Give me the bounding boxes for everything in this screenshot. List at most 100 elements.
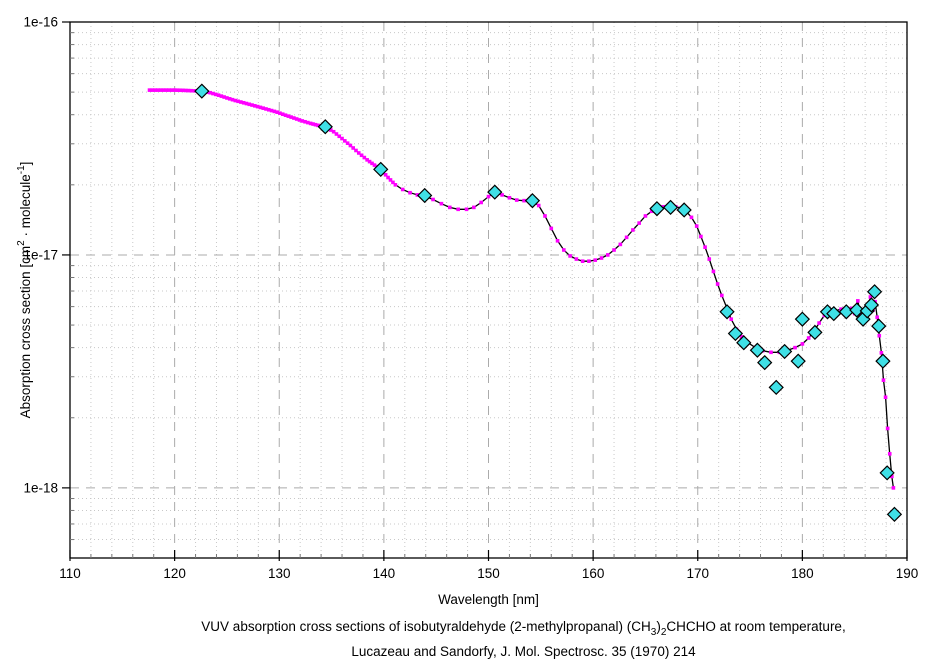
dense-data-marker	[711, 269, 716, 274]
dense-data-marker	[272, 109, 277, 114]
diamond-marker	[727, 325, 744, 342]
diamond-marker	[871, 318, 887, 334]
dense-data-marker	[208, 90, 212, 95]
dense-data-marker	[306, 120, 310, 125]
dense-data-marker	[707, 257, 712, 261]
caption-subscript: 3	[650, 627, 657, 638]
dense-data-marker	[269, 108, 274, 113]
dense-data-marker	[568, 254, 572, 258]
diamond-marker	[736, 335, 752, 351]
x-tick-label: 190	[896, 566, 919, 581]
dense-data-marker	[890, 474, 894, 479]
dense-data-marker	[624, 235, 629, 240]
diamond-marker	[790, 353, 806, 369]
dense-data-marker	[839, 307, 843, 311]
dense-data-marker	[703, 245, 707, 249]
dense-data-marker	[447, 205, 452, 210]
x-tick-label: 110	[59, 566, 81, 581]
dense-data-marker	[239, 100, 243, 104]
dense-data-marker	[308, 121, 313, 126]
dense-data-marker	[739, 335, 744, 339]
dense-data-marker	[158, 88, 163, 92]
dense-data-marker	[856, 299, 860, 303]
dense-data-marker	[230, 97, 235, 102]
dense-data-marker	[303, 119, 307, 124]
caption-text: Lucazeau and Sandorfy, J. Mol. Spectrosc…	[351, 644, 696, 659]
dense-data-marker	[514, 198, 519, 202]
dense-data-marker	[283, 113, 288, 118]
dense-data-marker	[153, 88, 157, 92]
dense-data-marker	[164, 88, 169, 92]
dense-data-marker	[337, 134, 342, 139]
dense-data-marker	[415, 193, 420, 197]
dense-data-marker	[370, 161, 374, 166]
dense-data-marker	[372, 163, 377, 167]
dense-data-marker	[264, 107, 268, 111]
dense-data-marker	[769, 350, 773, 355]
diamond-marker	[373, 161, 389, 178]
dense-data-marker	[278, 111, 282, 115]
spectrum-chart: 110 120 130 140 150 160 170 180 190 1e-16 1e-17 1e-…	[16, 15, 919, 608]
dense-data-marker	[329, 128, 333, 132]
dense-data-marker	[694, 224, 699, 228]
dense-data-marker	[258, 105, 263, 110]
diamond-marker	[194, 83, 210, 99]
dense-data-marker	[331, 129, 336, 134]
dense-data-marker	[167, 88, 171, 92]
dense-data-marker	[345, 141, 350, 145]
x-tick-label: 130	[268, 566, 291, 581]
dense-data-marker	[316, 123, 320, 128]
x-tick-label: 120	[163, 566, 186, 581]
dense-data-marker	[612, 248, 616, 252]
x-tick-label: 160	[582, 566, 605, 581]
dense-data-marker	[574, 257, 579, 261]
diamond-marker	[757, 354, 773, 371]
caption-text: CHCHO at room temperature,	[666, 619, 846, 634]
dense-data-marker	[879, 351, 884, 355]
dense-data-marker	[580, 259, 585, 263]
diamond-marker	[662, 199, 679, 216]
y-axis-title-part: Absorption cross section [cm	[18, 246, 33, 419]
dense-data-marker	[881, 378, 886, 382]
dense-data-marker	[720, 293, 724, 298]
caption-line-2: Lucazeau and Sandorfy, J. Mol. Spectrosc…	[112, 639, 935, 664]
x-tick-label: 180	[791, 566, 814, 581]
dense-data-marker	[150, 88, 155, 92]
dense-data-marker	[383, 172, 388, 177]
dense-data-marker	[311, 122, 315, 126]
diamond-marker	[826, 305, 842, 322]
dense-data-marker	[156, 88, 160, 92]
dense-data-marker	[170, 88, 174, 92]
dense-data-marker	[222, 95, 226, 99]
dense-data-marker	[233, 98, 238, 103]
dense-data-marker	[555, 239, 560, 243]
y-tick-label: 1e-16	[23, 15, 58, 30]
dense-data-marker	[280, 112, 285, 117]
dense-data-marker	[891, 486, 896, 490]
dense-data-marker	[183, 88, 188, 93]
dense-data-marker	[599, 256, 604, 260]
dense-data-marker	[800, 342, 805, 346]
dense-data-marker	[593, 258, 598, 262]
dense-data-marker	[431, 197, 435, 202]
dense-data-marker	[661, 204, 666, 209]
dense-data-marker	[393, 183, 398, 187]
dense-data-marker	[699, 234, 703, 239]
dense-data-marker	[887, 452, 892, 456]
dense-data-marker	[255, 104, 260, 109]
y-axis-title: Absorption cross section [cm2 · molecule…	[16, 162, 33, 419]
y-axis-title-sup: 2	[16, 240, 27, 246]
dense-data-marker	[147, 88, 152, 92]
dense-data-marker	[536, 203, 541, 208]
x-tick-label: 170	[686, 566, 709, 581]
dense-data-marker	[334, 132, 339, 136]
x-tick-label: 150	[477, 566, 500, 581]
dense-data-marker	[885, 426, 890, 431]
diamond-marker	[487, 184, 503, 200]
dense-data-marker	[587, 259, 591, 263]
caption: VUV absorption cross sections of isobuty…	[112, 614, 935, 664]
caption-line-1: VUV absorption cross sections of isobuty…	[112, 614, 935, 639]
dense-data-marker	[348, 143, 353, 148]
dense-data-marker	[356, 151, 361, 155]
dense-data-marker	[178, 88, 183, 93]
